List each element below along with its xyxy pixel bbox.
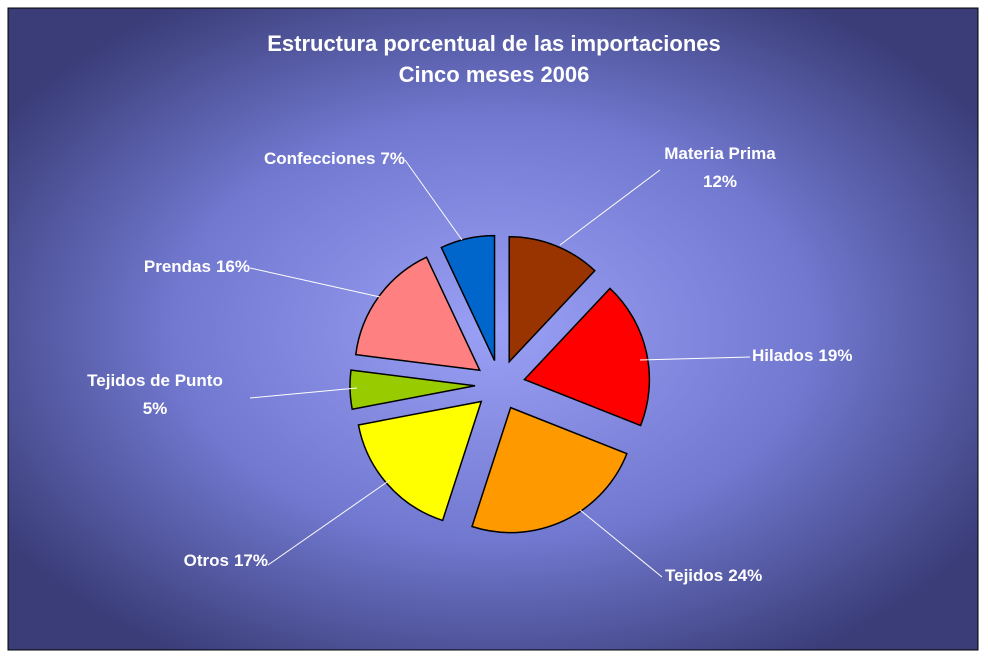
label-category: Hilados bbox=[752, 346, 813, 365]
pie-slice bbox=[508, 236, 596, 364]
slice-label: Tejidos 24% bbox=[665, 566, 762, 585]
chart-title: Estructura porcentual de las importacion… bbox=[267, 31, 721, 56]
leader-line bbox=[249, 387, 358, 399]
leader-line bbox=[639, 356, 751, 361]
label-category: Tejidos de Punto bbox=[87, 371, 223, 390]
label-value: 24% bbox=[728, 566, 762, 585]
label-value: 12% bbox=[703, 172, 737, 191]
pie-slice bbox=[523, 287, 651, 427]
pie-slice bbox=[440, 234, 496, 361]
pie-slice bbox=[471, 406, 628, 534]
label-category: Otros bbox=[184, 551, 229, 570]
leader-line bbox=[267, 479, 391, 566]
leader-line bbox=[404, 159, 463, 241]
slice-label: Materia Prima 12% bbox=[664, 144, 776, 191]
label-value: 5% bbox=[143, 399, 168, 418]
slice-label: Tejidos de Punto 5% bbox=[87, 371, 223, 418]
pie-slice bbox=[349, 369, 476, 411]
label-value: 16% bbox=[216, 257, 250, 276]
slice-label: Confecciones 7% bbox=[264, 149, 405, 168]
leader-line bbox=[579, 509, 663, 578]
slice-label: Otros 17% bbox=[184, 551, 268, 570]
label-category: Prendas bbox=[144, 257, 211, 276]
label-value: 17% bbox=[234, 551, 268, 570]
label-category: Confecciones bbox=[264, 149, 375, 168]
chart-subtitle: Cinco meses 2006 bbox=[399, 62, 590, 87]
slice-label: Prendas 16% bbox=[144, 257, 250, 276]
leader-line bbox=[249, 267, 381, 298]
pie-slice bbox=[357, 400, 483, 522]
label-category: Tejidos bbox=[665, 566, 723, 585]
label-category: Materia Prima bbox=[664, 144, 776, 163]
label-value: 19% bbox=[818, 346, 852, 365]
label-value: 7% bbox=[380, 149, 405, 168]
leader-line bbox=[559, 169, 661, 246]
slice-label: Hilados 19% bbox=[752, 346, 852, 365]
